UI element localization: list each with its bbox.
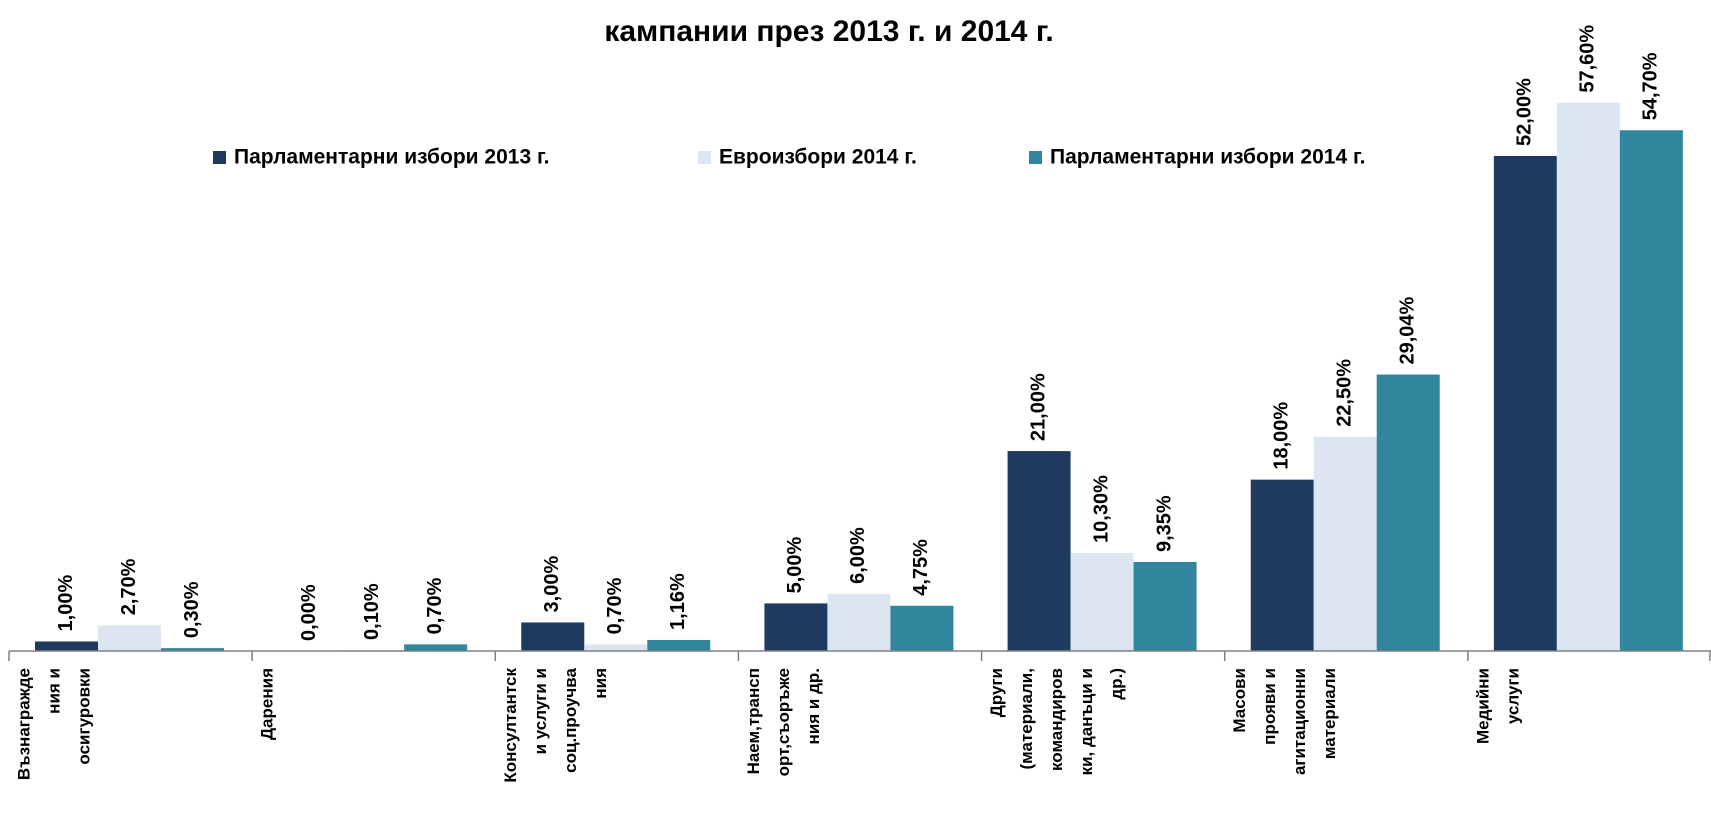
x-tick-label: (материали,	[1017, 668, 1036, 770]
bar	[521, 622, 585, 651]
value-label: 6,00%	[847, 527, 869, 584]
x-tick-label: Дарения	[258, 668, 277, 740]
x-tick-label: ния и	[44, 668, 63, 714]
x-tick-label: орт,съоръже	[774, 668, 793, 776]
bar	[1250, 479, 1314, 651]
x-tick-label: услуги	[1503, 668, 1522, 724]
bar	[1313, 436, 1377, 651]
legend-swatch	[1029, 151, 1042, 164]
bar	[1070, 552, 1134, 651]
bar	[890, 605, 954, 651]
x-tick-label: и услуги и	[531, 668, 550, 754]
x-tick-label: прояви и	[1260, 668, 1279, 745]
x-tick-label: Консултантск	[501, 668, 520, 783]
value-label: 0,00%	[298, 584, 320, 641]
value-label: 0,70%	[424, 577, 446, 634]
value-label: 22,50%	[1333, 359, 1355, 427]
x-tick-label: др.)	[1107, 668, 1126, 700]
value-label: 10,30%	[1090, 475, 1112, 543]
bar	[584, 644, 648, 651]
x-tick-label: Други	[987, 668, 1006, 717]
x-tick-label: Медийни	[1473, 668, 1492, 744]
bar	[764, 603, 828, 651]
x-tick-label: ки, данъци и	[1077, 668, 1096, 775]
bar	[1133, 561, 1197, 651]
bar	[35, 641, 98, 651]
value-label: 52,00%	[1514, 78, 1536, 146]
bar	[1007, 451, 1071, 651]
x-tick-label: Наем,трансп	[744, 668, 763, 774]
x-tick-label: материали	[1320, 668, 1339, 759]
x-tick-label: соц.проучва	[561, 667, 580, 772]
bar	[1556, 102, 1620, 651]
bar	[161, 648, 224, 651]
x-tick-label: ния	[591, 668, 610, 699]
bar	[647, 639, 711, 651]
value-label: 0,30%	[181, 581, 203, 638]
value-label: 1,16%	[667, 573, 689, 630]
x-tick-label: осигуровки	[74, 668, 93, 765]
x-tick-label: Възнагражде	[14, 668, 33, 780]
legend-label: Евроизбори 2014 г.	[719, 146, 917, 169]
x-tick-label: ния и др.	[804, 668, 823, 744]
legend-label: Парламентарни избори 2013 г.	[234, 146, 549, 169]
bar	[98, 625, 161, 651]
x-tick-label: агитационни	[1290, 668, 1309, 775]
value-label: 9,35%	[1153, 495, 1175, 552]
bar	[404, 644, 468, 651]
value-label: 0,10%	[361, 583, 383, 640]
bar	[1493, 155, 1557, 651]
bar	[827, 593, 891, 651]
bar	[1376, 374, 1440, 651]
chart-title: кампании през 2013 г. и 2014 г.	[604, 15, 1053, 48]
value-label: 5,00%	[784, 536, 806, 593]
value-label: 29,04%	[1396, 296, 1418, 364]
value-label: 57,60%	[1577, 25, 1599, 93]
value-label: 3,00%	[541, 556, 563, 613]
value-label: 54,70%	[1640, 52, 1662, 120]
x-tick-label: командиров	[1047, 668, 1066, 771]
legend-swatch	[698, 151, 711, 164]
value-label: 2,70%	[118, 558, 140, 615]
legend-label: Парламентарни избори 2014 г.	[1050, 146, 1365, 169]
bar	[1619, 130, 1683, 652]
value-label: 4,75%	[910, 539, 932, 596]
value-label: 18,00%	[1270, 402, 1292, 470]
value-label: 1,00%	[55, 575, 77, 632]
x-tick-label: Масови	[1230, 668, 1249, 733]
value-label: 21,00%	[1027, 373, 1049, 441]
legend-swatch	[213, 151, 226, 164]
value-label: 0,70%	[604, 577, 626, 634]
